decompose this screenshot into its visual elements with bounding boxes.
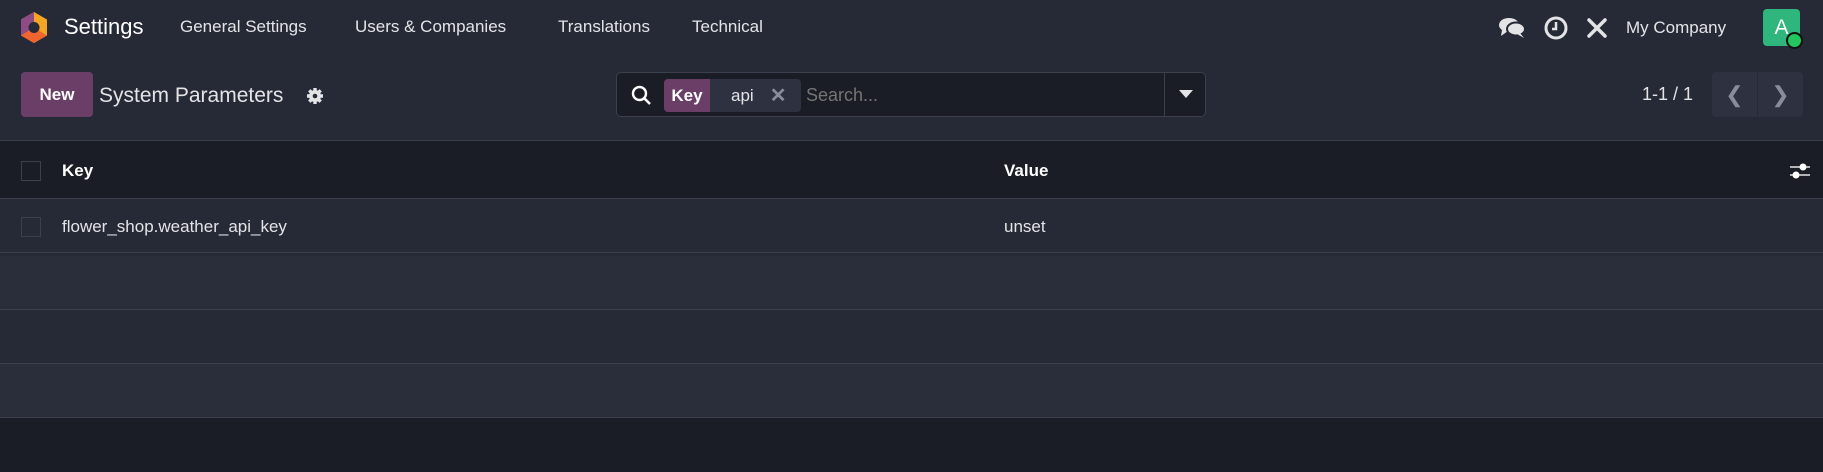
list-footer-area xyxy=(0,418,1823,472)
company-switcher[interactable]: My Company xyxy=(1626,18,1727,37)
empty-row xyxy=(0,310,1823,364)
facet-value: api xyxy=(731,85,754,105)
optional-columns-icon[interactable] xyxy=(1789,161,1811,181)
caret-down-icon xyxy=(1179,90,1193,98)
chevron-right-icon: ❯ xyxy=(1771,81,1790,107)
cell-value[interactable]: unset xyxy=(1004,217,1046,236)
facet-label-text: Key xyxy=(671,85,703,105)
empty-row xyxy=(0,256,1823,310)
tools-icon[interactable] xyxy=(1585,16,1609,40)
table-header: Key Value xyxy=(0,141,1823,199)
row-checkbox[interactable] xyxy=(21,217,41,237)
empty-row xyxy=(0,364,1823,418)
select-all-checkbox[interactable] xyxy=(21,161,41,181)
search-input[interactable] xyxy=(806,85,1156,106)
clock-icon[interactable] xyxy=(1544,16,1568,40)
app-title[interactable]: Settings xyxy=(64,14,144,39)
new-button[interactable]: New xyxy=(21,72,93,117)
menu-users-companies[interactable]: Users & Companies xyxy=(355,17,507,36)
cell-key[interactable]: flower_shop.weather_api_key xyxy=(62,217,287,236)
table-row[interactable]: flower_shop.weather_api_key unset xyxy=(0,199,1823,253)
chevron-left-icon: ❮ xyxy=(1725,81,1744,107)
top-navbar: Settings General Settings Users & Compan… xyxy=(0,0,1823,57)
gear-icon[interactable] xyxy=(306,87,324,105)
odoo-logo-icon[interactable] xyxy=(19,11,49,44)
search-facet: api ✕ xyxy=(710,79,801,112)
online-status-dot xyxy=(1786,32,1803,49)
pager-next-button[interactable]: ❯ xyxy=(1758,72,1803,117)
menu-technical[interactable]: Technical xyxy=(692,17,763,36)
page-title: System Parameters xyxy=(99,84,284,107)
pager-previous-button[interactable]: ❮ xyxy=(1712,72,1757,117)
search-options-toggle[interactable] xyxy=(1164,72,1206,117)
facet-remove-icon[interactable]: ✕ xyxy=(769,85,787,107)
menu-translations[interactable]: Translations xyxy=(558,17,650,36)
column-header-key[interactable]: Key xyxy=(62,161,94,180)
pager-value[interactable]: 1-1 / 1 xyxy=(1642,84,1694,104)
menu-general-settings[interactable]: General Settings xyxy=(180,17,307,36)
chat-icon[interactable] xyxy=(1498,16,1526,40)
search-facet-label: Key xyxy=(664,79,710,112)
column-header-value[interactable]: Value xyxy=(1004,161,1049,180)
avatar-letter: A xyxy=(1774,15,1789,39)
search-icon[interactable] xyxy=(631,85,652,106)
